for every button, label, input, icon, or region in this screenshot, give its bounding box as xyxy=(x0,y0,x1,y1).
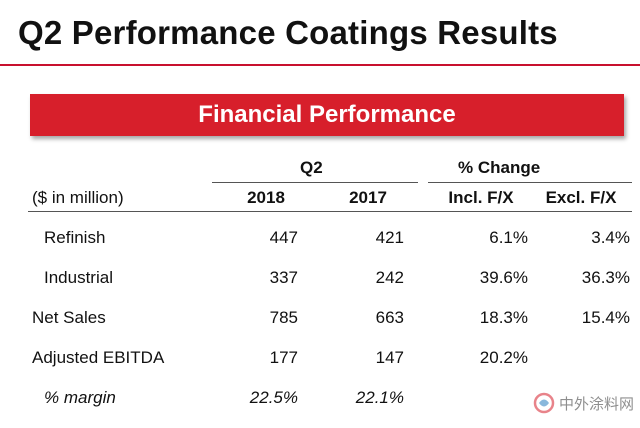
cell-incl-fx: 39.6% xyxy=(479,268,528,287)
cell-2018: 337 xyxy=(269,268,298,287)
watermark: 中外涂料网 xyxy=(533,392,634,414)
table-row: % margin 22.5% 22.1% xyxy=(0,388,640,428)
rule-pct-top xyxy=(428,182,632,183)
coatings-logo-icon xyxy=(533,392,555,414)
cell-2017: 242 xyxy=(375,268,404,287)
group-header-pct-change: % Change xyxy=(458,158,541,177)
title-divider xyxy=(0,64,640,66)
cell-2017: 421 xyxy=(375,228,404,247)
table-row: Adjusted EBITDA 177 147 20.2% xyxy=(0,348,640,388)
cell-incl-fx: 6.1% xyxy=(489,228,528,247)
cell-2017: 663 xyxy=(375,308,404,327)
rule-q2-top xyxy=(212,182,418,183)
cell-2018: 785 xyxy=(269,308,298,327)
table-row: Net Sales 785 663 18.3% 15.4% xyxy=(0,308,640,348)
row-label: Industrial xyxy=(44,268,113,287)
cell-2018: 177 xyxy=(269,348,298,367)
table-row: Industrial 337 242 39.6% 36.3% xyxy=(0,268,640,308)
column-header-2018: 2018 xyxy=(247,188,285,207)
row-label: % margin xyxy=(44,388,116,407)
group-header-q2: Q2 xyxy=(300,158,323,177)
row-label: Net Sales xyxy=(32,308,106,327)
section-banner: Financial Performance xyxy=(30,94,624,136)
row-label: Refinish xyxy=(44,228,106,247)
cell-2018: 22.5% xyxy=(249,388,298,407)
table-row: Refinish 447 421 6.1% 3.4% xyxy=(0,228,640,268)
watermark-text: 中外涂料网 xyxy=(558,394,634,413)
column-header-2017: 2017 xyxy=(349,188,387,207)
banner-label: Financial Performance xyxy=(198,101,456,128)
header-bottom-rule xyxy=(28,211,632,212)
row-label: Adjusted EBITDA xyxy=(32,348,165,367)
unit-label: ($ in million) xyxy=(32,188,124,207)
cell-2017: 22.1% xyxy=(355,388,404,407)
cell-incl-fx: 18.3% xyxy=(479,308,528,327)
cell-excl-fx: 15.4% xyxy=(581,308,630,327)
column-header-incl-fx: Incl. F/X xyxy=(448,188,514,207)
cell-incl-fx: 20.2% xyxy=(479,348,528,367)
column-header-excl-fx: Excl. F/X xyxy=(545,188,617,207)
cell-excl-fx: 36.3% xyxy=(581,268,630,287)
cell-2017: 147 xyxy=(375,348,404,367)
slide-title: Q2 Performance Coatings Results xyxy=(18,14,558,51)
cell-excl-fx: 3.4% xyxy=(591,228,630,247)
cell-2018: 447 xyxy=(269,228,298,247)
